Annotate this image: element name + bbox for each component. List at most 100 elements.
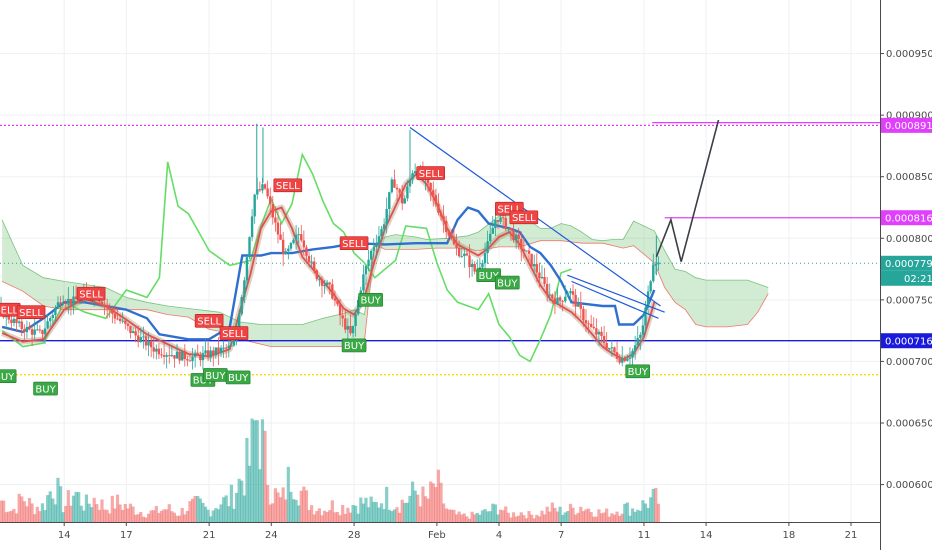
time-tick-label: 7 [558,530,564,541]
candle-body [468,255,471,268]
senkou-span-a [1,213,769,325]
volume-bar [237,478,241,522]
candle-body [175,351,179,359]
volume-bar [532,518,536,522]
candle-body [212,350,215,356]
candle-body [483,253,487,264]
volume-bar [35,506,39,522]
candle-body [129,325,132,334]
volume-bar [346,507,350,522]
price-tag [881,333,932,349]
volume-bar [628,515,632,522]
candle-body [533,264,536,267]
candle-body [206,350,210,358]
candle-body [333,298,337,301]
candle-body [204,350,207,354]
candle-body [364,266,368,275]
candle-body [411,173,414,180]
candle-body [160,354,163,356]
volume-bar [602,512,606,522]
volume-bar [517,515,521,522]
volume-bar [522,515,526,522]
candle-body [289,242,293,249]
candle-body [595,328,598,335]
chart-grid [0,0,880,522]
sell-signal [509,210,539,225]
time-tick-label: 18 [783,530,796,541]
candle-body [439,212,443,217]
volume-bar [545,506,549,522]
volume-bar [584,509,588,522]
volume-bar [178,515,182,522]
volume-bar [442,503,446,522]
volume-bar [79,505,83,522]
candle-body [450,235,453,238]
volume-bar [146,513,151,522]
candle-body [227,345,230,349]
volume-bar [436,469,441,522]
volume-bar [66,490,70,522]
volume-bar [53,504,57,522]
time-tick-label: 11 [638,530,651,541]
volume-bar [656,503,661,522]
volume-bar [501,510,505,522]
candle-body [509,228,513,230]
volume-bar [605,508,609,522]
candle-body [116,318,119,320]
buy-signal-label: BUY [35,384,56,395]
volume-bar [139,511,143,522]
volume-bar [385,486,389,522]
volume-bars [0,418,661,522]
volume-bar [95,504,99,522]
volume-bar [255,420,259,522]
candle-body [336,300,339,305]
volume-bar [369,496,373,522]
candle-body [564,296,567,302]
volume-bar [51,498,55,522]
candle-body [25,326,29,333]
volume-bar [514,516,518,522]
candle-body [30,329,34,335]
candle-body [201,353,205,361]
volume-bar [400,499,404,522]
volume-bar [418,506,422,522]
volume-bar [488,511,492,522]
candle-body [59,302,62,305]
candle-body [61,303,65,305]
candlesticks [0,123,660,370]
candle-body [23,329,26,333]
candle-body [258,189,262,191]
candle-body [111,308,114,314]
candle-body [496,219,500,222]
cloud-bullish [2,213,769,347]
volume-bar [253,420,257,522]
volume-bar [310,505,314,522]
volume-bar [581,511,585,522]
volume-bar [247,465,252,522]
candle-body [584,320,588,324]
volume-bar [71,495,76,522]
volume-bar [341,504,345,522]
volume-bar [586,508,591,522]
candle-body [558,297,562,301]
sell-signal [16,305,46,319]
candle-body [162,355,166,357]
volume-bar [134,514,138,522]
fan-line-lower [571,280,659,319]
volume-bar [201,502,205,522]
candle-body [165,355,168,357]
buy-signal [225,370,251,385]
candle-body [67,298,70,304]
candle-body [245,257,249,281]
candle-body [271,204,274,218]
volume-bar [64,505,68,522]
candle-body [51,314,54,319]
fan-line-upper [567,274,665,313]
candle-body [401,192,404,204]
candle-body [574,294,577,307]
candle-body [566,293,570,297]
candle-body [36,329,39,331]
